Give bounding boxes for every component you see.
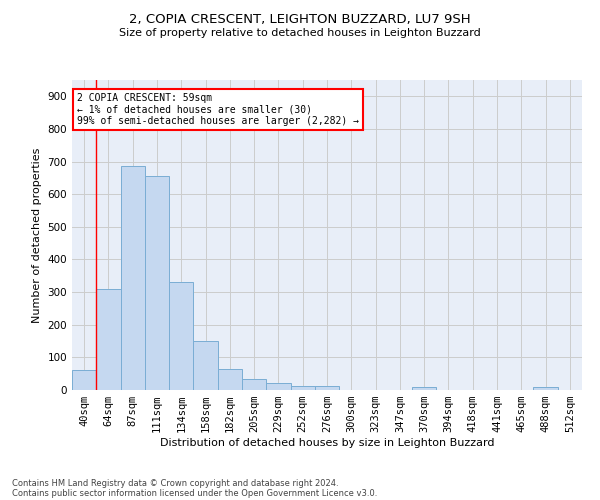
Bar: [169, 282, 193, 390]
Text: Contains public sector information licensed under the Open Government Licence v3: Contains public sector information licen…: [12, 488, 377, 498]
Bar: [315, 386, 339, 390]
Bar: [533, 388, 558, 390]
Text: Size of property relative to detached houses in Leighton Buzzard: Size of property relative to detached ho…: [119, 28, 481, 38]
Bar: [266, 384, 290, 390]
Bar: [72, 370, 96, 390]
X-axis label: Distribution of detached houses by size in Leighton Buzzard: Distribution of detached houses by size …: [160, 438, 494, 448]
Y-axis label: Number of detached properties: Number of detached properties: [32, 148, 42, 322]
Text: 2 COPIA CRESCENT: 59sqm
← 1% of detached houses are smaller (30)
99% of semi-det: 2 COPIA CRESCENT: 59sqm ← 1% of detached…: [77, 93, 359, 126]
Bar: [121, 166, 145, 390]
Bar: [96, 289, 121, 390]
Bar: [193, 341, 218, 390]
Bar: [242, 379, 266, 390]
Bar: [412, 386, 436, 390]
Bar: [218, 369, 242, 390]
Bar: [290, 386, 315, 390]
Text: Contains HM Land Registry data © Crown copyright and database right 2024.: Contains HM Land Registry data © Crown c…: [12, 478, 338, 488]
Text: 2, COPIA CRESCENT, LEIGHTON BUZZARD, LU7 9SH: 2, COPIA CRESCENT, LEIGHTON BUZZARD, LU7…: [129, 12, 471, 26]
Bar: [145, 176, 169, 390]
